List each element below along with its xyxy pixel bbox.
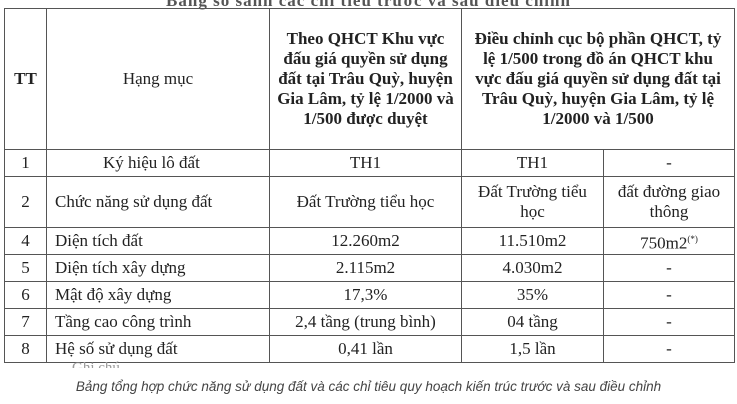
cell-adjusted-a-text: 11.510m2 (498, 231, 567, 250)
cell-item: Ký hiệu lô đất (46, 149, 270, 177)
table-row: 7 Tầng cao công trình 2,4 tầng (trung bình… (4, 308, 736, 336)
header-original: Theo QHCT Khu vực đấu giá quyền sử dụng … (269, 8, 462, 150)
cell-original: Đất Trường tiểu học (269, 176, 462, 228)
cell-adjusted-b: - (602, 335, 736, 363)
cell-tt-text: 1 (21, 153, 30, 172)
cell-adjusted-b-text: - (666, 339, 672, 358)
cell-adjusted-b-text: 750m2 (640, 233, 688, 253)
cell-original: 17,3% (269, 281, 462, 309)
cell-item: Diện tích đất (46, 227, 270, 255)
cell-tt: 5 (4, 254, 47, 282)
cell-item: Hệ số sử dụng đất (46, 335, 270, 363)
cell-item: Diện tích xây dựng (46, 254, 270, 282)
cell-adjusted-b: - (602, 149, 736, 177)
cell-item-text: Diện tích xây dựng (55, 258, 186, 277)
header-item: Hạng mục (46, 8, 270, 150)
table-row: 4 Diện tích đất 12.260m2 11.510m2 750m2(*) (4, 227, 736, 255)
cell-item: Mật độ xây dựng (46, 281, 270, 309)
cell-original: 12.260m2 (269, 227, 462, 255)
cell-tt-text: 5 (21, 258, 30, 277)
cell-original-text: 2,4 tầng (trung bình) (295, 312, 436, 331)
cell-tt-text: 8 (21, 339, 30, 358)
cell-original-text: 2.115m2 (335, 258, 396, 277)
table-row: 1 Ký hiệu lô đất TH1 TH1 - (4, 149, 736, 177)
cell-tt: 4 (4, 227, 47, 255)
cell-adjusted-a: TH1 (461, 149, 604, 177)
cell-tt-text: 7 (21, 312, 30, 331)
cell-original-text: TH1 (349, 153, 382, 172)
cell-adjusted-b: đất đường giao thông (602, 176, 736, 228)
table-row: 6 Mật độ xây dựng 17,3% 35% - (4, 281, 736, 309)
note-cut-text: Ghi chú (72, 360, 120, 368)
cell-original-text: Đất Trường tiểu học (296, 192, 435, 211)
cell-adjusted-b-text: - (666, 285, 672, 304)
cell-original-text: 17,3% (343, 285, 388, 304)
table-row: 5 Diện tích xây dựng 2.115m2 4.030m2 - (4, 254, 736, 282)
cell-adjusted-b-text: - (666, 312, 672, 331)
cell-adjusted-b: - (602, 308, 736, 336)
header-tt: TT (4, 8, 47, 150)
cell-adjusted-b: - (602, 281, 736, 309)
table-row: 8 Hệ số sử dụng đất 0,41 lần 1,5 lần - (4, 335, 736, 363)
cell-adjusted-a: Đất Trường tiểu học (461, 176, 604, 228)
cell-item-text: Mật độ xây dựng (55, 285, 172, 304)
cell-item: Tầng cao công trình (46, 308, 270, 336)
cell-original-text: 12.260m2 (331, 231, 400, 250)
cell-adjusted-a: 35% (461, 281, 604, 309)
table-header-row: TT Hạng mục Theo QHCT Khu vực đấu giá qu… (4, 8, 736, 150)
cell-adjusted-a-text: 4.030m2 (502, 258, 563, 277)
cell-item-text: Tầng cao công trình (55, 312, 192, 331)
cell-adjusted-a: 4.030m2 (461, 254, 604, 282)
cell-tt-text: 2 (21, 192, 30, 211)
cell-adjusted-a-text: Đất Trường tiểu học (478, 182, 587, 221)
cut-off-heading: Bảng so sánh các chỉ tiêu trước và sau đ… (166, 0, 571, 10)
cell-item: Chức năng sử dụng đất (46, 176, 270, 228)
footnote-marker: (*) (687, 233, 698, 244)
header-adjusted: Điều chỉnh cục bộ phần QHCT, tỷ lệ 1/500… (460, 8, 736, 150)
cell-adjusted-b-text: đất đường giao thông (617, 182, 721, 221)
cell-adjusted-a: 04 tầng (461, 308, 604, 336)
cell-adjusted-a-text: TH1 (516, 153, 549, 172)
cell-item-text: Chức năng sử dụng đất (55, 192, 213, 211)
cell-adjusted-b-text: - (666, 258, 672, 277)
cell-adjusted-b-text: - (666, 153, 672, 172)
cell-tt: 6 (4, 281, 47, 309)
cell-adjusted-a: 11.510m2 (461, 227, 604, 255)
cell-adjusted-b: - (602, 254, 736, 282)
table-row: 2 Chức năng sử dụng đất Đất Trường tiểu họ… (4, 176, 736, 228)
cell-tt: 2 (4, 176, 47, 228)
cell-tt-text: 6 (21, 285, 30, 304)
cell-tt-text: 4 (21, 231, 30, 250)
cell-adjusted-b: 750m2(*) (602, 227, 736, 255)
cell-tt: 7 (4, 308, 47, 336)
table-caption: Bảng tổng hợp chức năng sử dụng đất và c… (75, 379, 662, 394)
cell-item-text: Hệ số sử dụng đất (55, 339, 178, 358)
cell-original: TH1 (269, 149, 462, 177)
cell-adjusted-a-text: 04 tầng (507, 312, 558, 331)
cell-original: 2,4 tầng (trung bình) (269, 308, 462, 336)
cell-original-text: 0,41 lần (338, 339, 393, 358)
cell-tt: 8 (4, 335, 47, 363)
cell-adjusted-a-text: 1,5 lần (509, 339, 556, 358)
cell-adjusted-a: 1,5 lần (461, 335, 604, 363)
cell-original: 2.115m2 (269, 254, 462, 282)
cell-item-text: Ký hiệu lô đất (103, 153, 200, 172)
planning-comparison-table: TT Hạng mục Theo QHCT Khu vực đấu giá qu… (4, 8, 736, 363)
cell-adjusted-a-text: 35% (516, 285, 549, 304)
cell-original: 0,41 lần (269, 335, 462, 363)
cell-item-text: Diện tích đất (55, 231, 143, 250)
cell-tt: 1 (4, 149, 47, 177)
